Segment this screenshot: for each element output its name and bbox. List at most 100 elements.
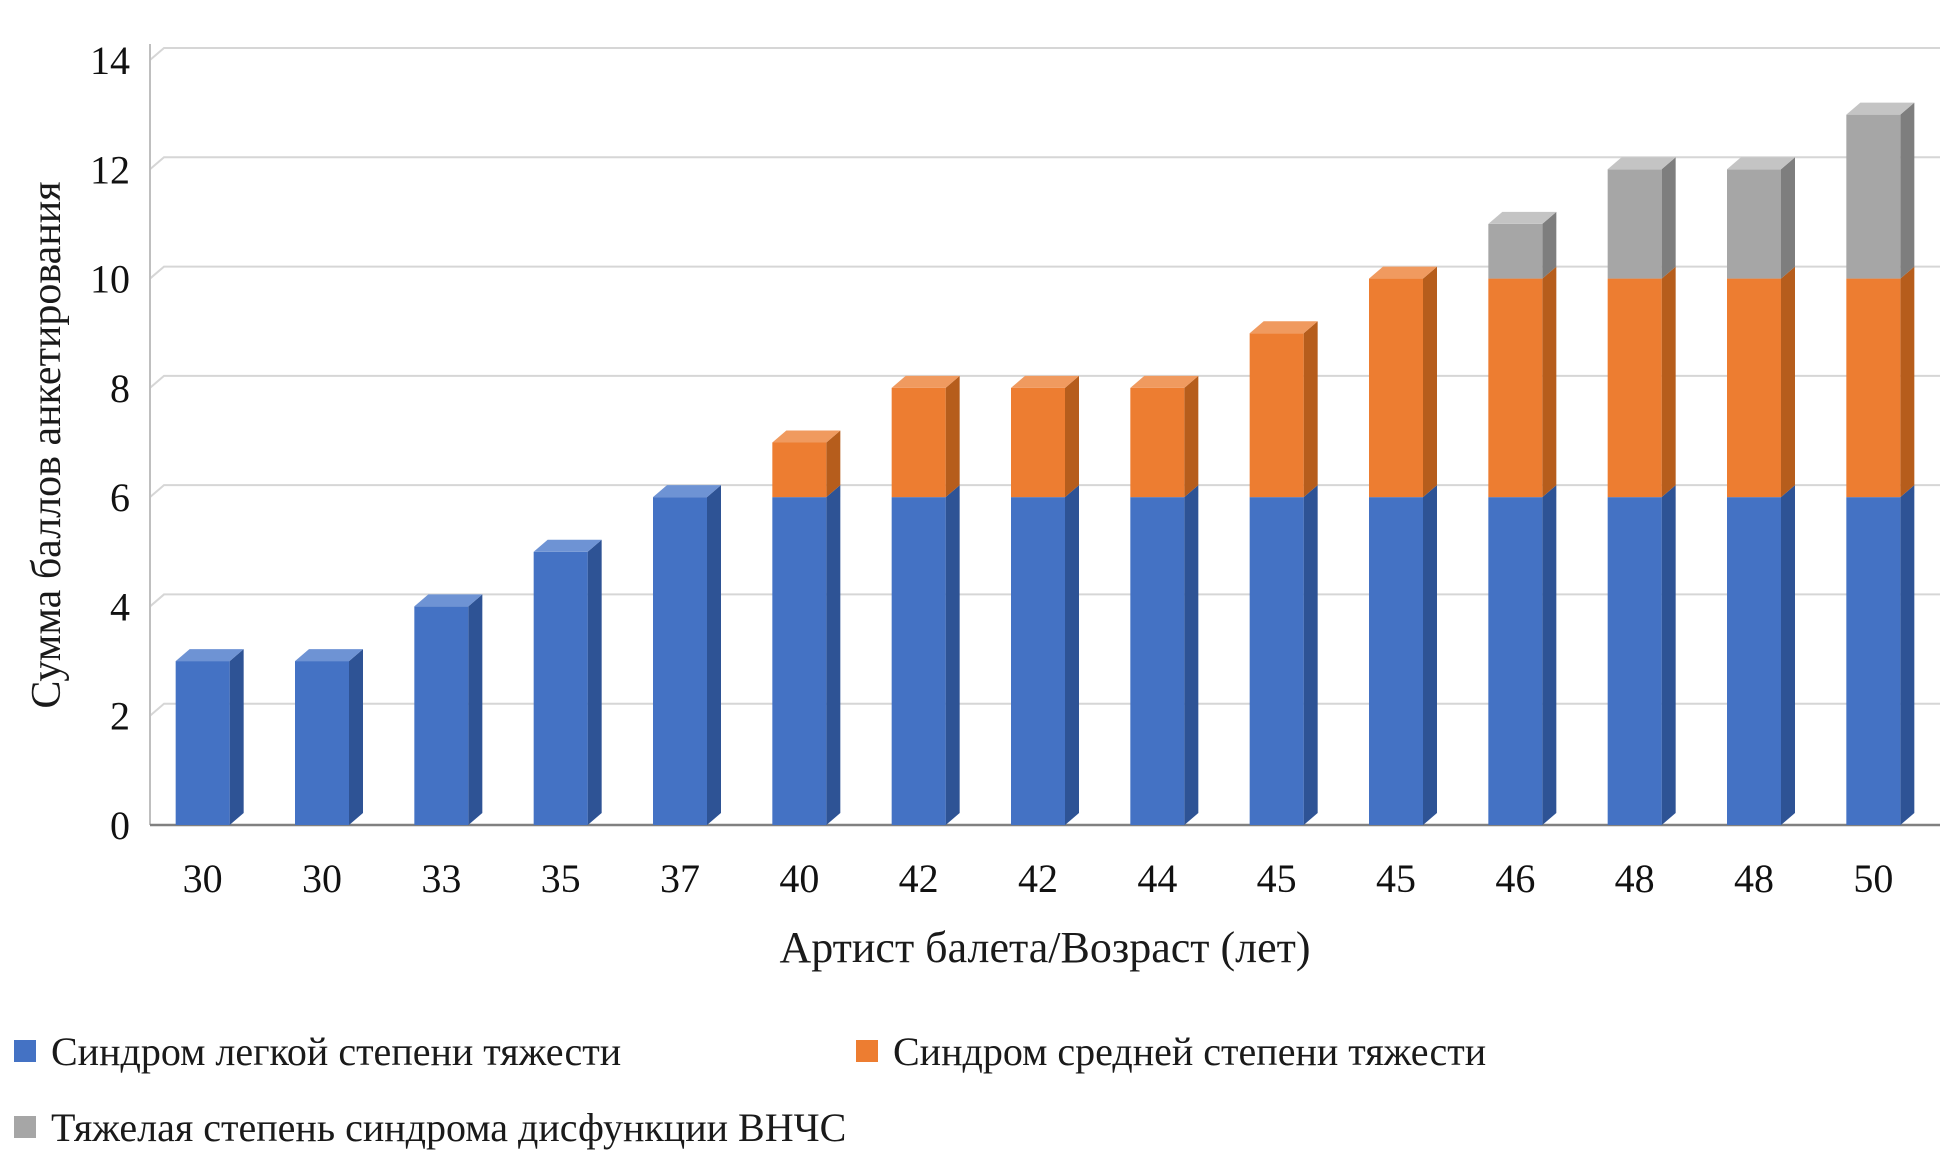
bar-segment-side [1661,485,1676,825]
bar-segment-side [1781,266,1795,498]
bar-segment [533,551,588,825]
bar-segment-top [1488,211,1557,224]
bar-segment-side [945,485,960,825]
bar-segment [414,606,469,825]
bar-segment-top [295,649,363,662]
bar-segment [1488,497,1543,825]
x-axis-tick-label: 48 [1734,856,1774,901]
bar-segment-side [1423,266,1437,498]
bar-segment-side [1900,266,1915,498]
bar-segment-top [1249,321,1318,334]
bar-segment-top [1727,157,1795,170]
bar-segment-top [653,485,721,498]
bar-segment [175,661,230,825]
bar-segment-side [826,485,841,825]
bar-segment-side [1542,266,1557,498]
x-axis-tick-label: 42 [899,856,939,901]
legend-label-severe-syndrome: Тяжелая степень синдрома дисфункции ВНЧС [51,1104,847,1150]
legend-swatch-orange [856,1040,878,1062]
bar-segment-side [1542,485,1557,825]
bar-segment-side [1303,485,1318,825]
bar-segment [1488,223,1543,279]
y-axis-tick-label: 14 [90,38,130,83]
bar-segment-side [587,539,602,825]
bar-segment [1130,387,1185,498]
y-axis-tick-label: 4 [110,584,130,629]
bar-segment [1011,387,1065,498]
bar-segment-side [1184,375,1199,498]
bar-segment-side [1661,157,1676,279]
bar-segment-top [1130,375,1199,388]
bar-segment-top [1846,102,1915,115]
bar-segment [1846,497,1901,825]
bar-segment [1369,278,1423,498]
bar-segment [1249,497,1304,825]
x-axis-title: Артист балета/Возраст (лет) [779,923,1311,972]
x-axis-tick-label: 50 [1853,856,1893,901]
x-axis-tick-label: 33 [421,856,461,901]
bar-segment-side [1900,102,1915,279]
x-axis-tick-label: 35 [541,856,581,901]
x-axis-tick-label: 44 [1137,856,1177,901]
bar-segment-side [1542,211,1557,279]
gridline [149,265,1940,280]
bar-segment [1607,497,1662,825]
x-axis-tick-label: 42 [1018,856,1058,901]
x-axis-tick-label: 45 [1257,856,1297,901]
bar-segment-side [1065,375,1079,498]
bar-segment-side [1065,485,1079,825]
legend-item-moderate-syndrome: Синдром средней степени тяжести [856,1026,1486,1076]
bar-segment [1727,497,1781,825]
bar-segment [1846,278,1901,498]
legend-swatch-blue [14,1040,36,1062]
bar-segment [1488,278,1543,498]
bar-segment [295,661,349,825]
bar-segment-side [945,375,960,498]
legend-label-mild-syndrome: Синдром легкой степени тяжести [51,1028,622,1074]
x-axis-tick-label: 40 [779,856,819,901]
x-axis-tick-label: 45 [1376,856,1416,901]
y-axis-tick-label: 2 [110,694,130,739]
bar-segment-top [1369,266,1437,279]
bar-segment [1011,497,1065,825]
gridline [149,702,1940,717]
bar-segment-side [468,594,483,825]
bar-segment-side [1184,485,1199,825]
gridline [149,593,1940,608]
bar-segment-top [891,375,960,388]
gridline [149,156,1940,171]
x-axis-tick-label: 48 [1615,856,1655,901]
y-axis-tick-label: 10 [90,257,130,302]
bar-segment-side [1900,485,1915,825]
bar-segment-side [826,430,841,498]
bar-segment-top [1011,375,1079,388]
legend-item-mild-syndrome: Синдром легкой степени тяжести [14,1026,621,1076]
bar-segment-side [707,485,721,825]
bar-segment [1727,278,1781,498]
bar-segment [1607,278,1662,498]
gridline [149,374,1940,389]
legend-swatch-gray [14,1116,36,1138]
legend-item-severe-syndrome: Тяжелая степень синдрома дисфункции ВНЧС [14,1102,846,1152]
x-axis-tick-label: 30 [183,856,223,901]
gridline [149,484,1940,498]
bar-segment [772,442,827,498]
y-axis-tick-label: 6 [110,475,130,520]
bar-segment [891,387,946,498]
bar-segment-side [1303,321,1318,498]
y-axis-tick-label: 0 [110,803,130,848]
bar-segment-top [1607,157,1676,170]
bar-segment-top [533,539,602,552]
bar-segment [653,497,707,825]
y-axis-tick-label: 12 [90,147,130,192]
bar-segment-top [175,649,244,662]
bar-segment-side [229,649,244,825]
bar-segment-side [1661,266,1676,498]
bar-segment [1607,169,1662,279]
y-axis-tick-label: 8 [110,366,130,411]
bar-segment-top [414,594,483,607]
bar-segment-side [349,649,363,825]
bar-segment-side [1781,157,1795,279]
